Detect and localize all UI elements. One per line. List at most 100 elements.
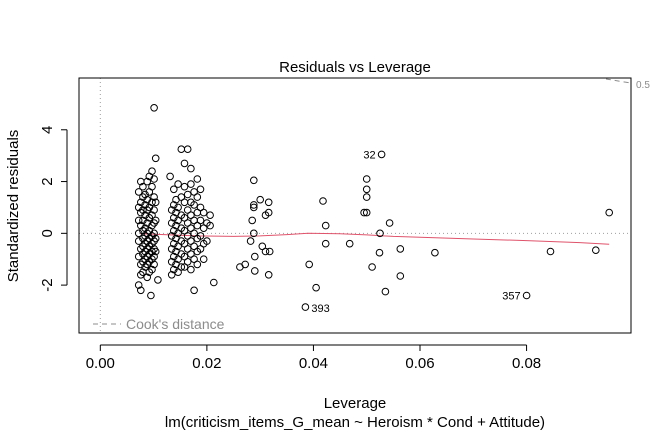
data-point bbox=[143, 177, 151, 186]
data-point bbox=[187, 164, 195, 173]
cook-contour-label: 0.5 bbox=[636, 80, 650, 91]
point-label-393: 393 bbox=[311, 303, 329, 315]
data-point bbox=[134, 281, 143, 289]
data-point bbox=[134, 188, 143, 196]
data-point bbox=[264, 208, 273, 217]
data-point bbox=[360, 208, 368, 217]
data-point bbox=[141, 263, 149, 271]
data-point bbox=[137, 221, 145, 230]
cook-contour-line bbox=[605, 78, 632, 84]
data-point bbox=[264, 198, 273, 207]
data-point bbox=[150, 260, 158, 269]
x-axis: 0.00 0.02 0.04 0.06 0.08 bbox=[86, 344, 541, 372]
data-point bbox=[546, 247, 555, 256]
chart-subtitle: lm(criticism_items_G_mean ~ Heroism * Co… bbox=[165, 414, 545, 431]
data-point bbox=[137, 198, 145, 207]
x-axis-title: Leverage bbox=[324, 395, 387, 412]
data-point bbox=[137, 271, 145, 279]
data-point bbox=[522, 291, 531, 300]
y-axis: -2 0 2 4 bbox=[39, 126, 68, 292]
data-point bbox=[166, 172, 174, 181]
data-point bbox=[183, 190, 192, 199]
data-point bbox=[151, 154, 160, 163]
data-point bbox=[193, 175, 202, 183]
point-label-32: 32 bbox=[363, 149, 375, 161]
data-point bbox=[321, 221, 330, 230]
data-point bbox=[148, 255, 156, 264]
data-point bbox=[141, 190, 149, 199]
data-point bbox=[187, 265, 195, 274]
points-layer bbox=[134, 104, 614, 311]
data-point bbox=[167, 219, 176, 227]
y-tick-label: 4 bbox=[39, 126, 56, 134]
data-point bbox=[592, 246, 600, 254]
data-point bbox=[196, 216, 205, 225]
data-point bbox=[174, 203, 182, 212]
data-point bbox=[134, 216, 143, 225]
data-point bbox=[150, 206, 158, 214]
data-point bbox=[250, 201, 258, 209]
data-point bbox=[301, 303, 310, 311]
data-point bbox=[150, 193, 158, 201]
data-point bbox=[256, 195, 265, 204]
data-point bbox=[375, 248, 384, 257]
data-point bbox=[368, 263, 376, 271]
data-point bbox=[319, 197, 327, 205]
data-point bbox=[381, 287, 390, 296]
data-point bbox=[362, 208, 371, 217]
data-point bbox=[147, 291, 155, 300]
data-point bbox=[396, 272, 405, 280]
data-point bbox=[362, 193, 371, 201]
data-point bbox=[180, 198, 189, 207]
data-point bbox=[139, 182, 147, 191]
data-point bbox=[385, 219, 394, 227]
data-point bbox=[190, 286, 198, 295]
data-point bbox=[148, 211, 156, 219]
data-point bbox=[150, 175, 158, 183]
data-point bbox=[183, 258, 192, 266]
data-point bbox=[143, 273, 151, 282]
data-point bbox=[145, 268, 154, 277]
data-point bbox=[264, 271, 273, 279]
data-point bbox=[321, 239, 330, 248]
data-point bbox=[248, 216, 256, 225]
x-tick-label: 0.04 bbox=[299, 355, 328, 372]
data-point bbox=[134, 203, 143, 212]
data-point bbox=[362, 185, 371, 194]
data-point bbox=[377, 150, 386, 159]
data-point bbox=[246, 237, 255, 245]
data-point bbox=[206, 221, 214, 230]
x-tick-label: 0.06 bbox=[405, 355, 434, 372]
plot-frame bbox=[78, 77, 632, 334]
data-point bbox=[312, 283, 320, 292]
data-point bbox=[151, 234, 160, 243]
data-point bbox=[139, 216, 147, 225]
data-point bbox=[180, 182, 189, 191]
data-point bbox=[170, 252, 178, 261]
cooks-distance-layer bbox=[605, 78, 632, 84]
data-point bbox=[345, 239, 354, 248]
data-point bbox=[148, 198, 156, 207]
point-labels-layer: 32 393 357 bbox=[311, 149, 520, 315]
data-point bbox=[177, 263, 186, 271]
data-point bbox=[250, 176, 258, 185]
data-point bbox=[139, 193, 147, 201]
chart-title: Residuals vs Leverage bbox=[279, 59, 431, 76]
data-point bbox=[170, 226, 178, 235]
data-point bbox=[251, 252, 259, 261]
data-point bbox=[150, 229, 158, 238]
data-point bbox=[151, 216, 160, 225]
x-tick-label: 0.08 bbox=[512, 355, 541, 372]
smooth-line bbox=[140, 232, 610, 245]
data-point bbox=[241, 260, 249, 269]
data-point bbox=[206, 211, 214, 219]
y-axis-title: Standardized residuals bbox=[5, 130, 22, 283]
data-point bbox=[174, 180, 182, 188]
data-point bbox=[151, 198, 160, 207]
data-point bbox=[148, 239, 156, 248]
data-point bbox=[134, 229, 143, 238]
data-point bbox=[261, 247, 270, 256]
data-point bbox=[148, 265, 156, 274]
data-point bbox=[170, 185, 178, 194]
